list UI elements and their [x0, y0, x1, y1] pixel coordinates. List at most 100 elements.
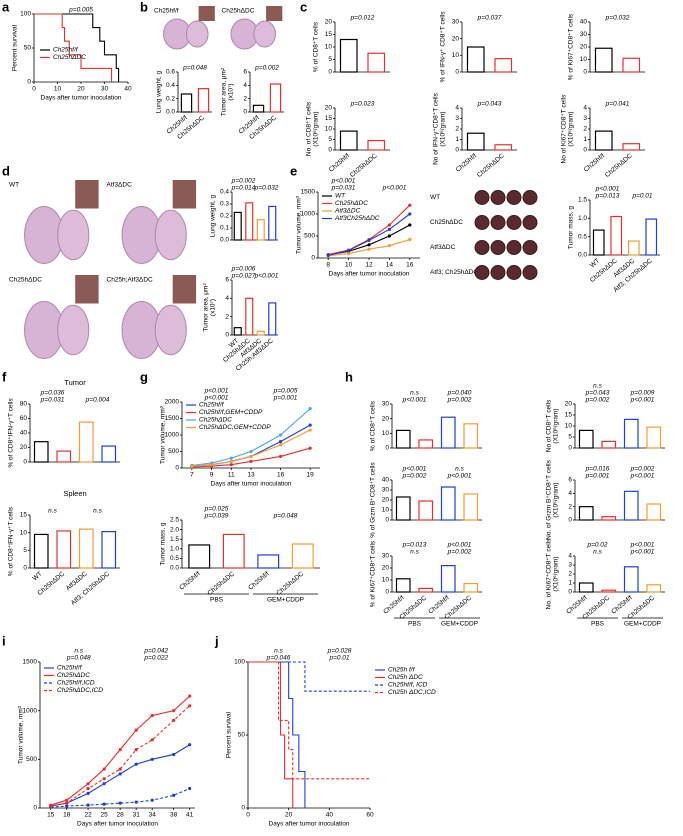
p-value: p=0.037 [477, 15, 502, 22]
y-tick-label: 40 [20, 430, 28, 437]
tumor-photo [522, 265, 538, 280]
bar [257, 554, 280, 569]
y-tick-label: 0 [175, 465, 179, 472]
series-line [50, 705, 191, 807]
bar [623, 566, 639, 593]
p-value: p=0.048 [273, 513, 298, 520]
lung-photo [198, 6, 215, 21]
y-tick-label: 2000 [165, 399, 180, 406]
point [387, 227, 391, 231]
point [65, 804, 69, 808]
bar [395, 429, 411, 449]
y-tick-label: 1500 [165, 415, 180, 422]
y-axis-label: (X10⁶/gram) [313, 111, 320, 146]
point [86, 791, 90, 796]
p-value: p<0.001 [204, 395, 229, 402]
x-axis-label: Days after tumor inoculation [211, 481, 292, 488]
point [367, 247, 371, 251]
p-value: p<0.001 [447, 542, 472, 549]
panel-letter: f [2, 369, 7, 384]
chart-title: Spleen [63, 489, 86, 498]
y-tick-label: 1.5 [170, 536, 179, 543]
x-tick-label: 40 [124, 86, 132, 93]
image-label: Atf3ΔDC [107, 182, 133, 189]
y-axis-label: No of IFN-γ⁺CD8⁺T cells [433, 92, 440, 165]
p-value: p=0.041 [605, 101, 630, 108]
p-value: n.s [410, 390, 419, 397]
p-value: n.s [410, 549, 419, 556]
x-tick-label: 60 [366, 812, 374, 819]
series-line [191, 408, 311, 466]
y-tick-label: 0.5 [578, 233, 587, 240]
image-label: Ch25hΔDC [222, 8, 255, 15]
y-tick-label: 0.2 [166, 95, 175, 102]
survival-curve [248, 661, 294, 808]
y-tick-label: 0.2 [220, 213, 229, 220]
p-value: p=0.009 [630, 390, 655, 397]
p-value: p=0.042 [143, 648, 168, 655]
y-tick-label: 20 [382, 415, 390, 422]
y-tick-label: 10 [20, 529, 28, 536]
point [229, 463, 233, 467]
legend-label: Ch25hf/f, ICD [388, 682, 428, 689]
point [102, 777, 106, 781]
survival-curve [248, 661, 370, 692]
y-tick-label: 0.4 [166, 82, 175, 89]
y-axis-label: (X10⁶/gram) [553, 408, 560, 443]
bar [594, 47, 613, 73]
tumor-photo [506, 190, 522, 205]
lung-photo [266, 6, 283, 21]
y-tick-label: 10 [382, 577, 390, 584]
panel-letter: a [2, 0, 10, 14]
tumor-photo [474, 265, 490, 280]
image-label: Ch25hf/f [154, 8, 179, 15]
y-tick-label: 1000 [301, 211, 316, 218]
y-axis-label: Lung weight, g [210, 194, 217, 237]
x-tick-label: 28 [117, 812, 125, 819]
p-value: p<0.001 [254, 273, 279, 280]
y-tick-label: 3 [583, 115, 587, 122]
point [150, 757, 154, 761]
y-axis-label: (X10⁶/gram) [568, 111, 575, 146]
y-tick-label: 0.6 [166, 69, 175, 76]
bar [269, 83, 282, 113]
x-tick-label: 0 [32, 86, 36, 93]
y-tick-label: 0 [27, 79, 31, 86]
point [102, 767, 106, 771]
p-value: p=0.013 [595, 193, 620, 200]
p-value: p=0.048 [182, 65, 207, 72]
p-value: p=0.048 [66, 655, 91, 662]
x-tick-label: 13 [247, 472, 255, 479]
y-tick-label: 10 [382, 507, 390, 514]
point [134, 728, 138, 732]
p-value: p=0.002 [585, 397, 610, 404]
x-tick-label: Ch25hΔDC [476, 152, 506, 179]
point [408, 237, 412, 242]
y-tick-label: 2 [243, 95, 247, 102]
bar [466, 46, 485, 73]
p-value: p<0.001 [630, 473, 655, 480]
bar [245, 297, 254, 336]
x-tick-label: Ch25hΔDC [349, 152, 379, 179]
legend-label: Ch25h ΔDC,ICD [388, 689, 436, 696]
y-tick-label: 20 [325, 19, 333, 26]
x-tick-label: 20 [285, 812, 293, 819]
y-tick-label: 10 [325, 126, 333, 133]
p-value: p=0.025 [204, 506, 229, 513]
point [172, 793, 176, 797]
y-tick-label: 15 [565, 412, 573, 419]
legend-label: Ch25hf/f [199, 402, 225, 409]
legend-label: Atf3ΔDC [334, 208, 361, 215]
y-tick-label: 0 [385, 445, 389, 452]
y-tick-label: 1 [455, 136, 459, 143]
tumor-photo [522, 215, 538, 230]
x-tick-label: WT [589, 257, 601, 269]
point [172, 752, 176, 757]
p-value: p=0.023 [350, 101, 375, 108]
y-axis-label: % of Ki67⁺CD8⁺T cells [568, 13, 575, 80]
bar [339, 130, 358, 151]
point [308, 446, 312, 450]
group-label: GEM+CDDP [267, 597, 304, 604]
point [229, 456, 233, 460]
bar [578, 429, 594, 449]
